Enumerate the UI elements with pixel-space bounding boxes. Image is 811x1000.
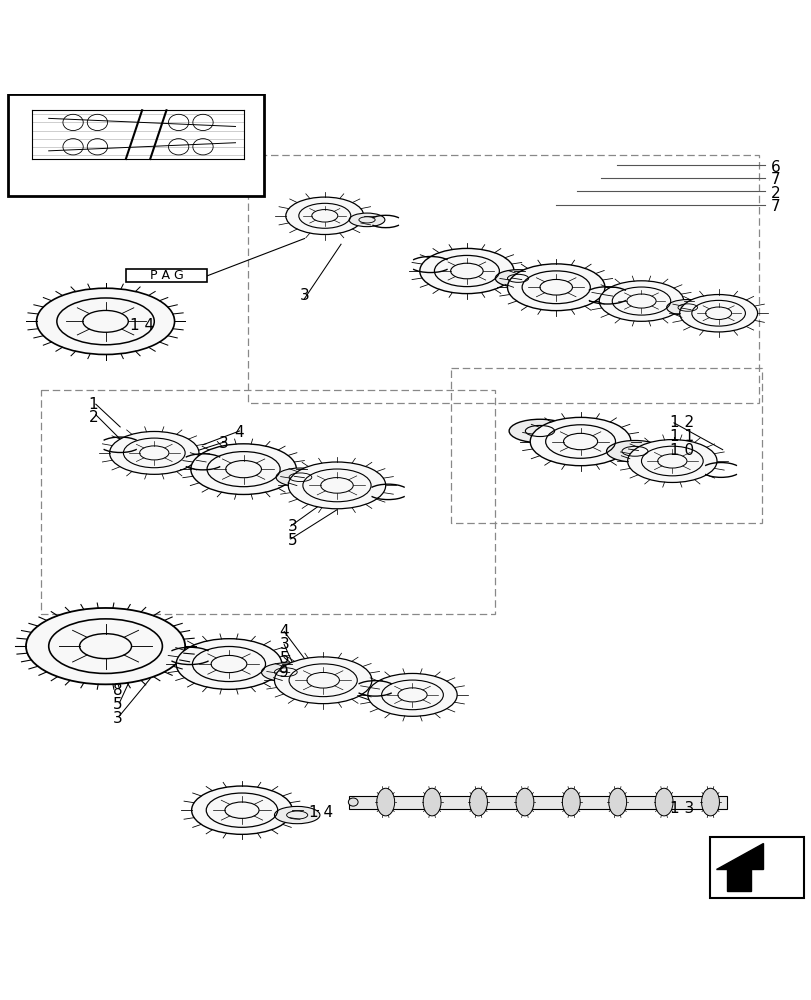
Polygon shape [726,865,750,891]
Ellipse shape [606,440,663,462]
Ellipse shape [530,417,630,466]
Text: 3: 3 [287,519,297,534]
Text: 2: 2 [88,410,98,425]
Text: 1 2: 1 2 [669,415,693,430]
Ellipse shape [276,468,324,487]
Ellipse shape [348,798,358,806]
Text: 7: 7 [770,172,779,187]
Ellipse shape [666,300,708,316]
Ellipse shape [367,673,457,716]
Ellipse shape [495,270,540,287]
Ellipse shape [508,419,570,443]
Text: 1: 1 [88,397,98,412]
Text: 9: 9 [279,665,289,680]
Ellipse shape [608,788,626,816]
Text: 1 1: 1 1 [669,429,693,444]
Text: 3: 3 [113,711,122,726]
Ellipse shape [469,788,487,816]
Ellipse shape [507,264,604,311]
Text: 1 3: 1 3 [669,801,693,816]
Text: 1 0: 1 0 [669,443,693,458]
Ellipse shape [349,213,384,227]
Text: 7: 7 [770,199,779,214]
Ellipse shape [285,197,363,235]
Ellipse shape [36,288,174,354]
Text: 5: 5 [279,651,289,666]
Ellipse shape [274,657,371,704]
Ellipse shape [599,281,683,321]
Polygon shape [715,843,762,869]
Ellipse shape [288,462,385,509]
Text: 3: 3 [218,436,228,451]
Text: P A G: P A G [149,269,183,282]
Text: 4: 4 [279,624,289,639]
Ellipse shape [423,788,440,816]
Text: 3: 3 [279,637,289,652]
Ellipse shape [261,663,310,681]
Ellipse shape [176,639,281,689]
Ellipse shape [191,444,296,494]
Text: 6: 6 [770,160,779,175]
Text: 8: 8 [113,683,122,698]
Bar [349,796,726,809]
Ellipse shape [191,786,292,834]
Ellipse shape [562,788,580,816]
Ellipse shape [515,788,533,816]
Text: 1 4: 1 4 [130,318,154,333]
Bar [126,269,207,282]
Ellipse shape [376,788,394,816]
Ellipse shape [26,608,185,684]
Text: 1 4: 1 4 [308,805,333,820]
Text: 4: 4 [234,425,244,440]
Ellipse shape [627,440,716,482]
Bar [8,94,264,196]
Ellipse shape [679,295,757,332]
Ellipse shape [419,248,513,294]
Text: 3: 3 [299,288,309,303]
Ellipse shape [109,431,199,474]
Text: 5: 5 [287,533,297,548]
Ellipse shape [654,788,672,816]
Text: 5: 5 [113,697,122,712]
Bar [710,837,803,898]
Ellipse shape [274,806,320,824]
Ellipse shape [701,788,719,816]
Text: 2: 2 [770,186,779,201]
